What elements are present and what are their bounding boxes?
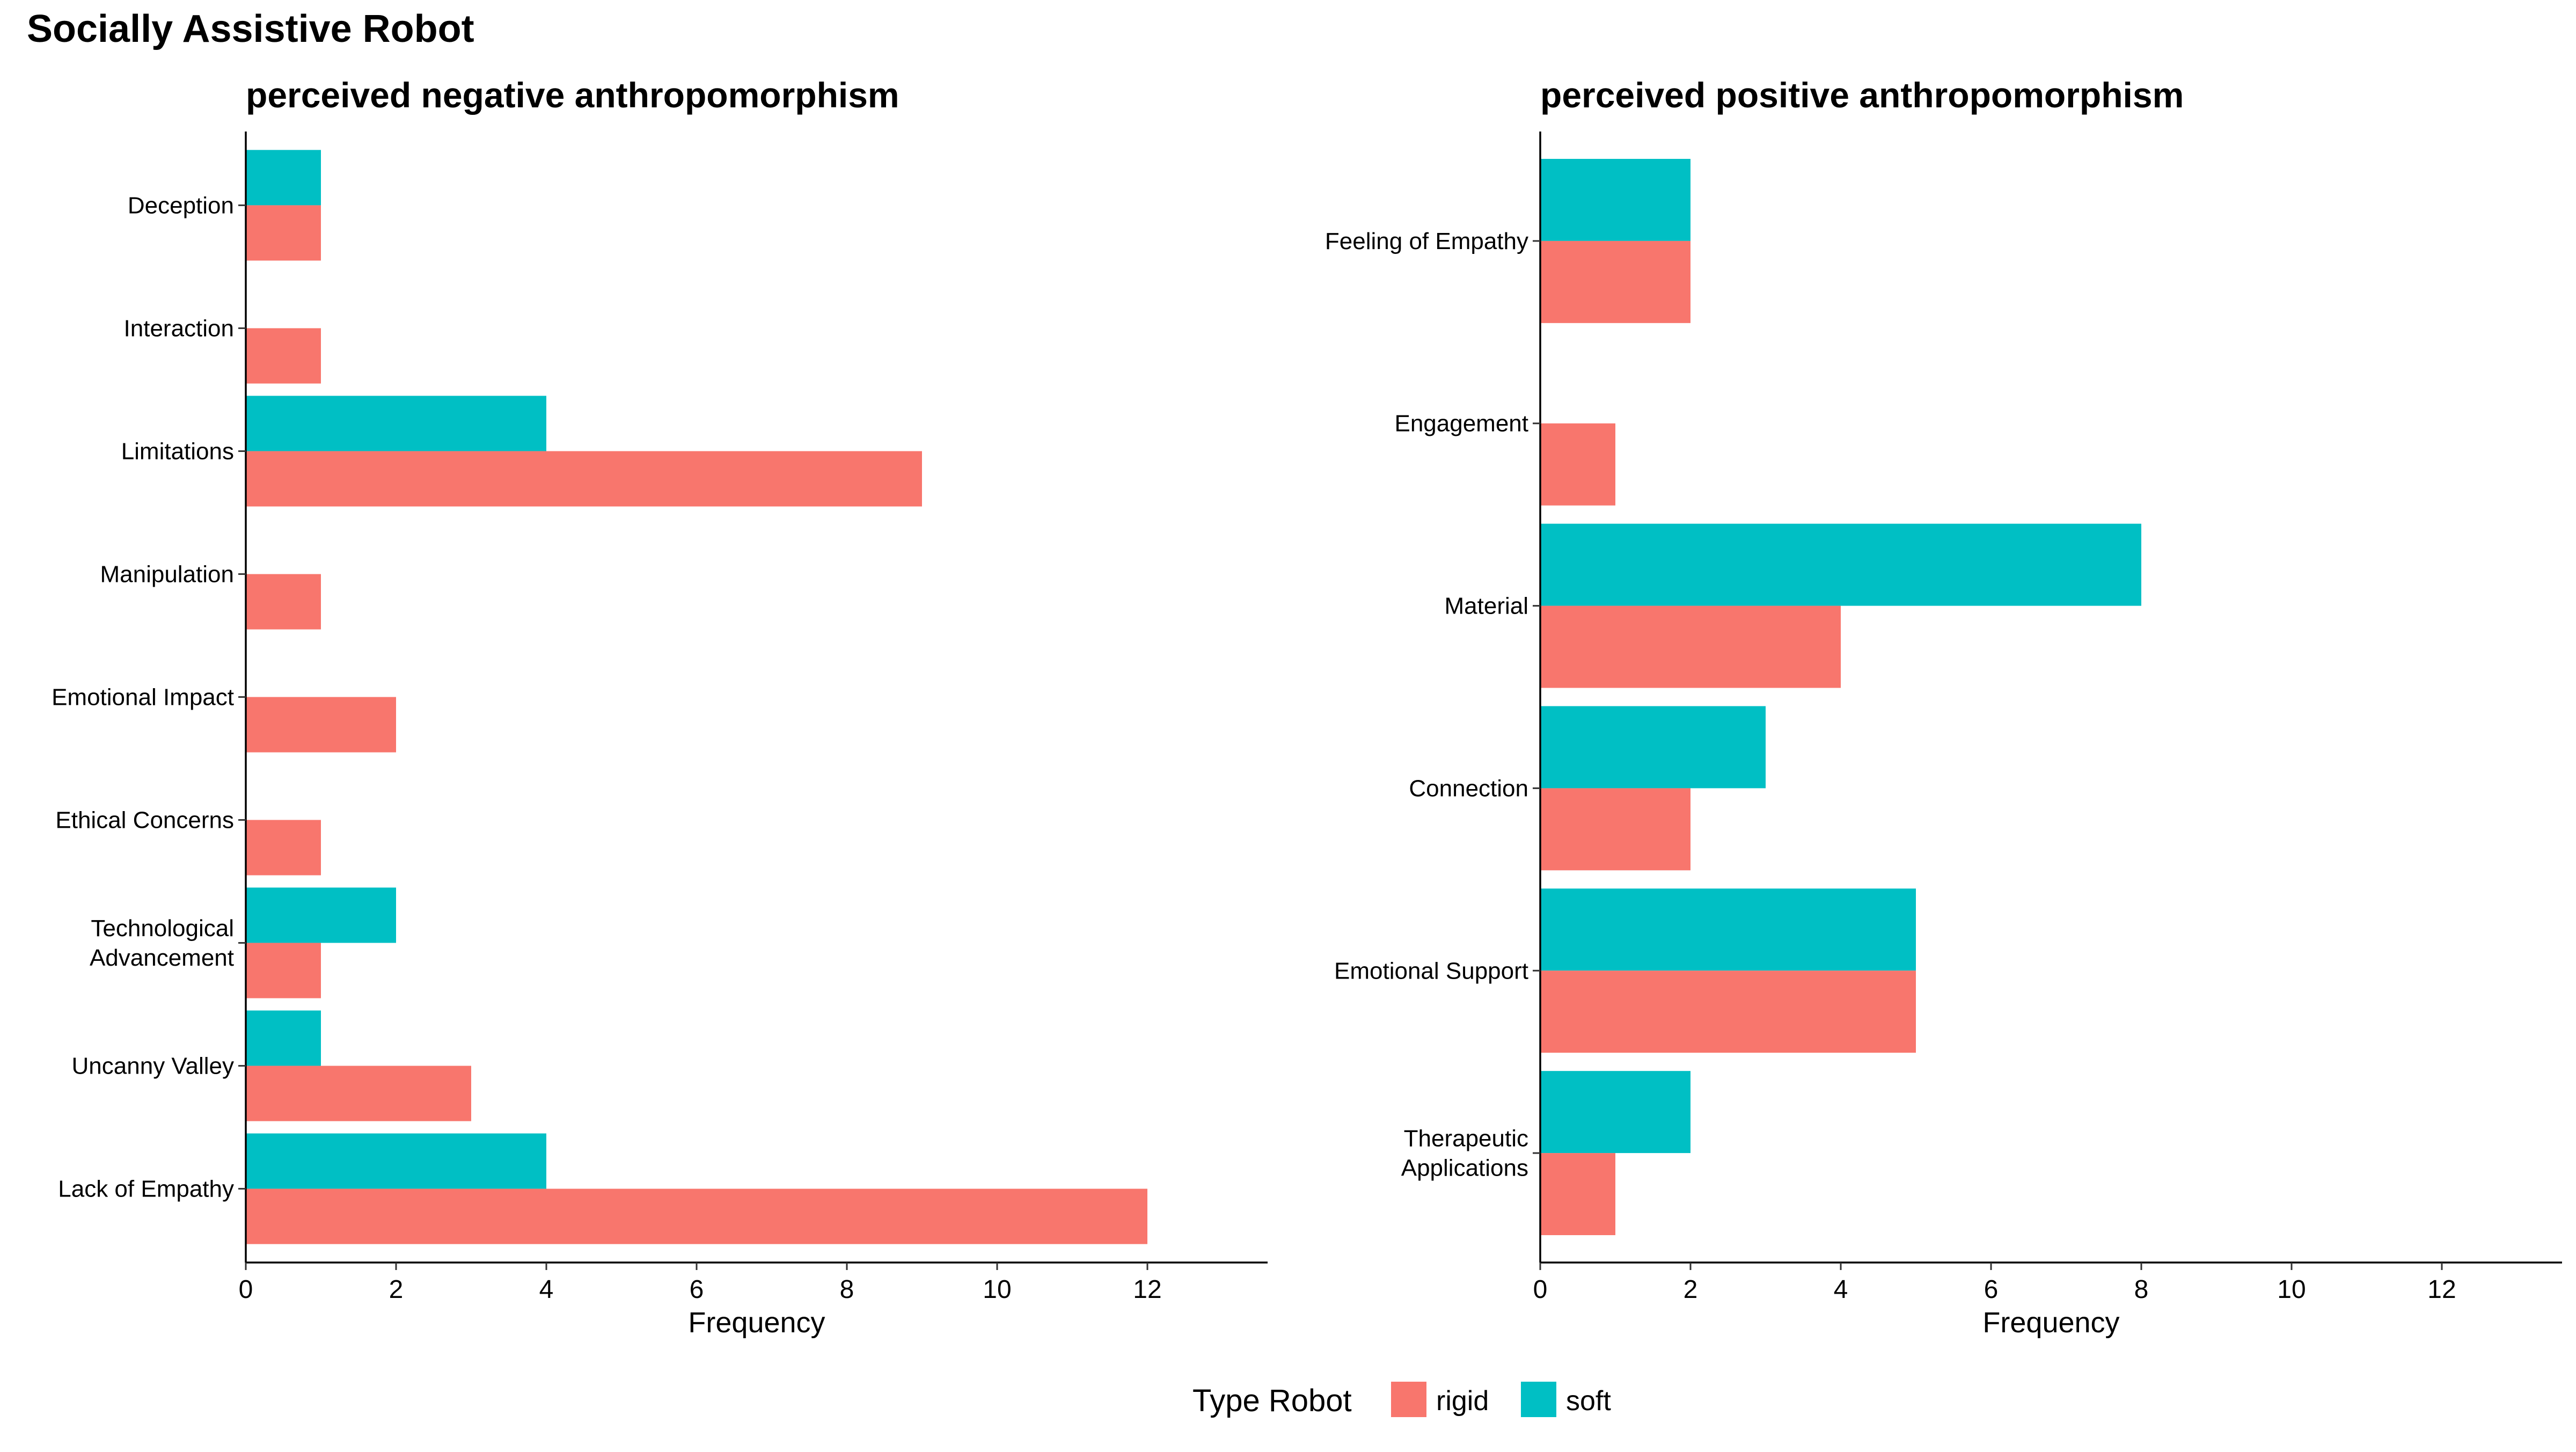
chart-panel-2: perceived positive anthropomorphism Feeli… [1325, 75, 2562, 1339]
category-label: Technological Advancement [90, 915, 234, 971]
panel-title: perceived negative anthropomorphism [246, 75, 899, 115]
category-label: Connection [1409, 775, 1528, 801]
x-axis-title: Frequency [1982, 1307, 2119, 1339]
bar-rigid [246, 328, 321, 384]
bar-soft [246, 396, 546, 451]
x-tick-label: 8 [840, 1275, 854, 1304]
bar-rigid [246, 1066, 471, 1121]
x-tick-label: 12 [1133, 1275, 1161, 1304]
legend: Type Robot rigid soft [1192, 1382, 1611, 1418]
x-tick-label: 12 [2427, 1275, 2456, 1304]
bar-rigid [1540, 605, 1841, 688]
category-label: Ethical Concerns [55, 807, 234, 834]
bar-rigid [246, 205, 321, 261]
x-tick-label: 10 [2277, 1275, 2306, 1304]
bar-rigid [1540, 423, 1615, 506]
bar-soft [246, 150, 321, 206]
category-label: Emotional Impact [52, 684, 234, 711]
x-tick-label: 8 [2134, 1275, 2149, 1304]
bar-rigid [1540, 240, 1690, 323]
category-label: Deception [128, 192, 234, 218]
bar-rigid [246, 943, 321, 998]
bar-rigid [1540, 1153, 1615, 1236]
legend-label-soft: soft [1566, 1385, 1611, 1417]
bar-soft [246, 1010, 321, 1066]
legend-swatch-rigid [1391, 1382, 1426, 1417]
bar-soft [1540, 1071, 1690, 1154]
legend-title: Type Robot [1192, 1383, 1352, 1418]
bar-rigid [1540, 971, 1916, 1053]
x-tick-label: 0 [239, 1275, 253, 1304]
x-tick-label: 6 [1984, 1275, 1999, 1304]
bar-rigid [246, 574, 321, 630]
x-tick-label: 2 [389, 1275, 404, 1304]
category-label: Feeling of Empathy [1325, 228, 1528, 254]
category-label: Material [1445, 593, 1529, 619]
bar-soft [1540, 888, 1916, 971]
category-label: Limitations [121, 438, 234, 464]
x-axis-title: Frequency [688, 1307, 825, 1339]
bar-rigid [246, 451, 922, 507]
category-label: Therapeutic Applications [1401, 1126, 1528, 1181]
category-label: Emotional Support [1334, 958, 1528, 984]
x-tick-label: 4 [539, 1275, 554, 1304]
category-label: Interaction [124, 315, 234, 341]
bar-soft [246, 887, 396, 943]
category-label: Lack of Empathy [58, 1176, 234, 1202]
x-tick-label: 10 [983, 1275, 1011, 1304]
bar-rigid [246, 1188, 1147, 1244]
x-tick-label: 4 [1834, 1275, 1848, 1304]
legend-label-rigid: rigid [1436, 1385, 1489, 1417]
bar-soft [1540, 523, 2141, 606]
figure-title: Socially Assistive Robot [27, 8, 474, 50]
panel-title: perceived positive anthropomorphism [1540, 75, 2184, 115]
x-tick-label: 0 [1533, 1275, 1548, 1304]
bar-soft [1540, 158, 1690, 241]
category-label: Engagement [1394, 411, 1528, 437]
category-label: Uncanny Valley [72, 1053, 234, 1079]
category-label: Manipulation [100, 561, 235, 587]
bar-soft [1540, 706, 1766, 789]
chart-panel-1: perceived negative anthropomorphism Decep… [52, 75, 1268, 1339]
x-tick-label: 6 [690, 1275, 704, 1304]
x-tick-label: 2 [1684, 1275, 1698, 1304]
bar-rigid [1540, 788, 1690, 871]
legend-swatch-soft [1521, 1382, 1556, 1417]
bar-rigid [246, 820, 321, 875]
chart-panels: perceived negative anthropomorphism Decep… [52, 75, 2562, 1339]
bar-soft [246, 1133, 546, 1189]
bar-rigid [246, 697, 396, 753]
